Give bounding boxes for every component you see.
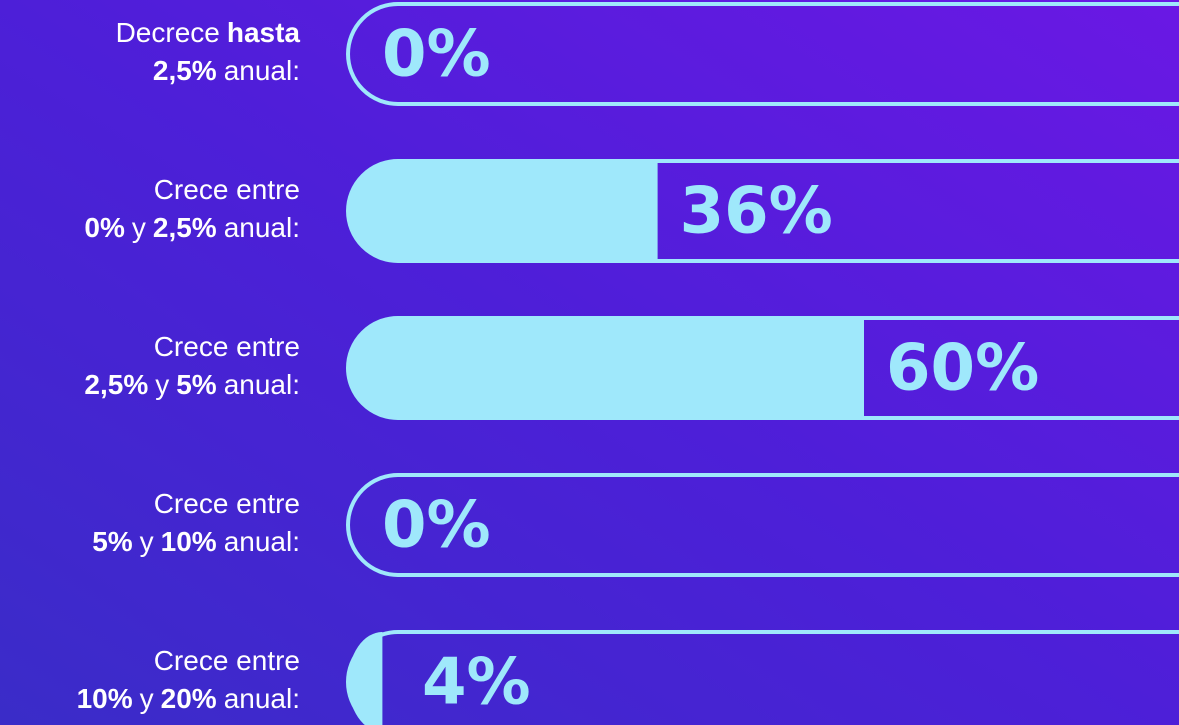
label-run: y	[140, 683, 154, 714]
label-run: 10%	[77, 683, 133, 714]
bar-track	[346, 1, 1179, 106]
label-run: 10%	[161, 526, 217, 557]
value-label: 60%	[886, 332, 1039, 406]
value-label: 4%	[422, 646, 531, 720]
bar-track	[346, 473, 1179, 577]
label-run: hasta	[227, 17, 301, 48]
label-run: anual:	[224, 526, 300, 557]
label-run: Crece entre	[154, 174, 300, 205]
label-run: Crece entre	[154, 331, 300, 362]
category-label: Crece entre	[154, 488, 300, 519]
label-run: Crece entre	[154, 645, 300, 676]
label-run: anual:	[224, 369, 300, 400]
label-run: Crece entre	[154, 488, 300, 519]
value-label: 36%	[680, 175, 833, 249]
bar	[348, 632, 383, 725]
category-label: 10% y 20% anual:	[77, 683, 300, 714]
category-label: 2,5% anual:	[153, 55, 300, 86]
label-run: 5%	[176, 369, 217, 400]
label-run: anual:	[224, 55, 300, 86]
category-label: Decrece hasta	[116, 17, 301, 48]
label-run: Decrece	[116, 17, 220, 48]
value-label: 0%	[382, 18, 491, 92]
category-label: Crece entre	[154, 174, 300, 205]
bar	[348, 318, 864, 418]
label-run: anual:	[224, 683, 300, 714]
category-label: Crece entre	[154, 645, 300, 676]
label-run: 2,5%	[153, 55, 217, 86]
label-run: 2,5%	[153, 212, 217, 243]
label-run: y	[132, 212, 146, 243]
label-run: 2,5%	[84, 369, 148, 400]
category-label: 0% y 2,5% anual:	[84, 212, 300, 243]
label-run: y	[140, 526, 154, 557]
category-label: 5% y 10% anual:	[92, 526, 300, 557]
value-label: 0%	[382, 489, 491, 563]
label-run: 20%	[161, 683, 217, 714]
category-label: 2,5% y 5% anual:	[84, 369, 300, 400]
bar	[348, 161, 658, 261]
category-label: Crece entre	[154, 331, 300, 362]
label-run: anual:	[224, 212, 300, 243]
label-run: y	[155, 369, 169, 400]
label-run: 5%	[92, 526, 133, 557]
label-run: 0%	[84, 212, 125, 243]
